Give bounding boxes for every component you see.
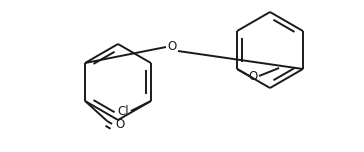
Text: O: O <box>249 71 258 83</box>
Text: O: O <box>115 119 124 131</box>
Text: Cl: Cl <box>117 105 129 117</box>
Text: O: O <box>167 40 177 54</box>
